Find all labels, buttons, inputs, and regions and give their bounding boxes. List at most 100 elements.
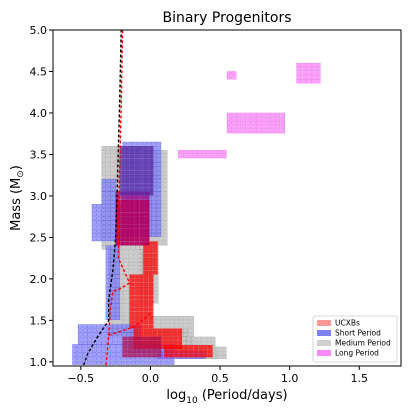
track-line-1 <box>82 29 122 366</box>
medium-period-cell <box>123 307 128 312</box>
short-period-cell <box>156 170 162 175</box>
overlap-cell <box>134 212 140 217</box>
long-period-cell <box>217 154 222 159</box>
long-period-cell <box>251 129 256 134</box>
x-axis-title-main: log <box>166 388 186 403</box>
medium-period-cell <box>153 287 159 291</box>
ucxbs-cell <box>148 320 154 325</box>
overlap-cell <box>134 224 140 229</box>
ucxbs-cell <box>203 345 208 349</box>
short-period-cell <box>111 208 116 213</box>
overlap-cell <box>139 233 145 237</box>
overlap-cell <box>144 162 149 167</box>
medium-period-cell <box>155 320 160 325</box>
short-period-cell <box>110 245 116 250</box>
long-period-cell <box>270 125 276 130</box>
overlap-cell <box>139 208 145 213</box>
long-period-cell <box>270 121 276 125</box>
ucxbs-cell <box>134 287 139 291</box>
short-period-cell <box>111 212 116 217</box>
medium-period-cell <box>137 270 143 275</box>
medium-period-cell <box>153 274 159 279</box>
ucxbs-cell <box>143 245 148 250</box>
short-period-cell <box>121 324 127 329</box>
short-period-cell <box>87 328 93 333</box>
overlap-cell <box>130 216 135 221</box>
ucxbs-cell <box>139 324 144 329</box>
short-period-cell <box>77 348 82 353</box>
long-period-cell <box>275 125 281 130</box>
short-period-cell <box>151 224 157 229</box>
short-period-cell <box>156 195 162 200</box>
ucxbs-cell <box>162 340 168 345</box>
overlap-cell <box>130 208 135 213</box>
long-period-cell <box>221 154 227 159</box>
overlap-cell <box>134 216 140 221</box>
ucxbs-cell <box>172 332 178 337</box>
overlap-cell <box>144 224 150 229</box>
short-period-cell <box>86 356 92 361</box>
short-period-cell <box>77 328 83 333</box>
ucxbs-cell <box>198 349 203 354</box>
overlap-cell <box>134 150 139 155</box>
long-period-cell <box>246 121 251 125</box>
medium-period-cell <box>201 340 206 345</box>
short-period-cell <box>115 274 121 279</box>
short-period-cell <box>105 253 111 258</box>
ucxbs-cell <box>153 270 158 275</box>
long-period-cell <box>301 79 306 84</box>
ucxbs-cell <box>134 282 139 287</box>
ucxbs-cell <box>148 245 153 250</box>
ucxbs-cell <box>134 320 139 325</box>
ucxbs-cell <box>139 291 144 296</box>
ucxbs-cell <box>148 324 154 329</box>
short-period-cell <box>82 324 88 329</box>
overlap-cell <box>130 224 135 229</box>
overlap-cell <box>148 145 154 150</box>
long-period-cell <box>280 129 286 134</box>
short-period-cell <box>135 356 141 361</box>
legend-label: Long Period <box>335 349 379 358</box>
overlap-cell <box>156 336 162 341</box>
medium-period-cell <box>181 336 187 341</box>
overlap-cell <box>134 191 139 196</box>
overlap-cell <box>139 166 144 171</box>
short-period-cell <box>101 212 107 217</box>
overlap-cell <box>139 154 144 159</box>
y-tick-label: 4.5 <box>30 65 48 78</box>
ucxbs-cell <box>139 295 144 300</box>
long-period-cell <box>182 150 188 155</box>
overlap-cell <box>119 170 125 175</box>
ucxbs-cell <box>139 299 144 304</box>
overlap-cell <box>122 349 128 354</box>
overlap-cell <box>144 220 150 225</box>
overlap-cell <box>122 353 128 358</box>
long-period-cell <box>260 129 266 134</box>
short-period-cell <box>91 228 97 233</box>
short-period-cell <box>116 356 121 361</box>
long-period-cell <box>207 154 212 159</box>
overlap-cell <box>144 237 150 242</box>
long-period-cell <box>197 150 203 155</box>
long-period-cell <box>207 150 212 155</box>
medium-period-cell <box>189 332 194 337</box>
short-period-cell <box>97 336 102 341</box>
ucxbs-cell <box>198 345 203 349</box>
long-period-cell <box>246 125 251 130</box>
ucxbs-cell <box>157 332 163 337</box>
short-period-cell <box>140 360 146 365</box>
short-period-cell <box>106 183 112 188</box>
overlap-cell <box>125 228 130 233</box>
overlap-cell <box>148 162 154 167</box>
ucxbs-cell <box>129 311 134 316</box>
short-period-cell <box>106 204 112 208</box>
ucxbs-cell <box>148 328 153 333</box>
short-period-cell <box>169 360 175 365</box>
short-period-cell <box>111 224 116 229</box>
short-period-cell <box>116 332 122 337</box>
short-period-cell <box>111 204 116 208</box>
long-period-cell <box>306 71 311 76</box>
short-period-cell <box>106 199 112 204</box>
overlap-cell <box>125 237 130 242</box>
long-period-cell <box>241 121 247 125</box>
